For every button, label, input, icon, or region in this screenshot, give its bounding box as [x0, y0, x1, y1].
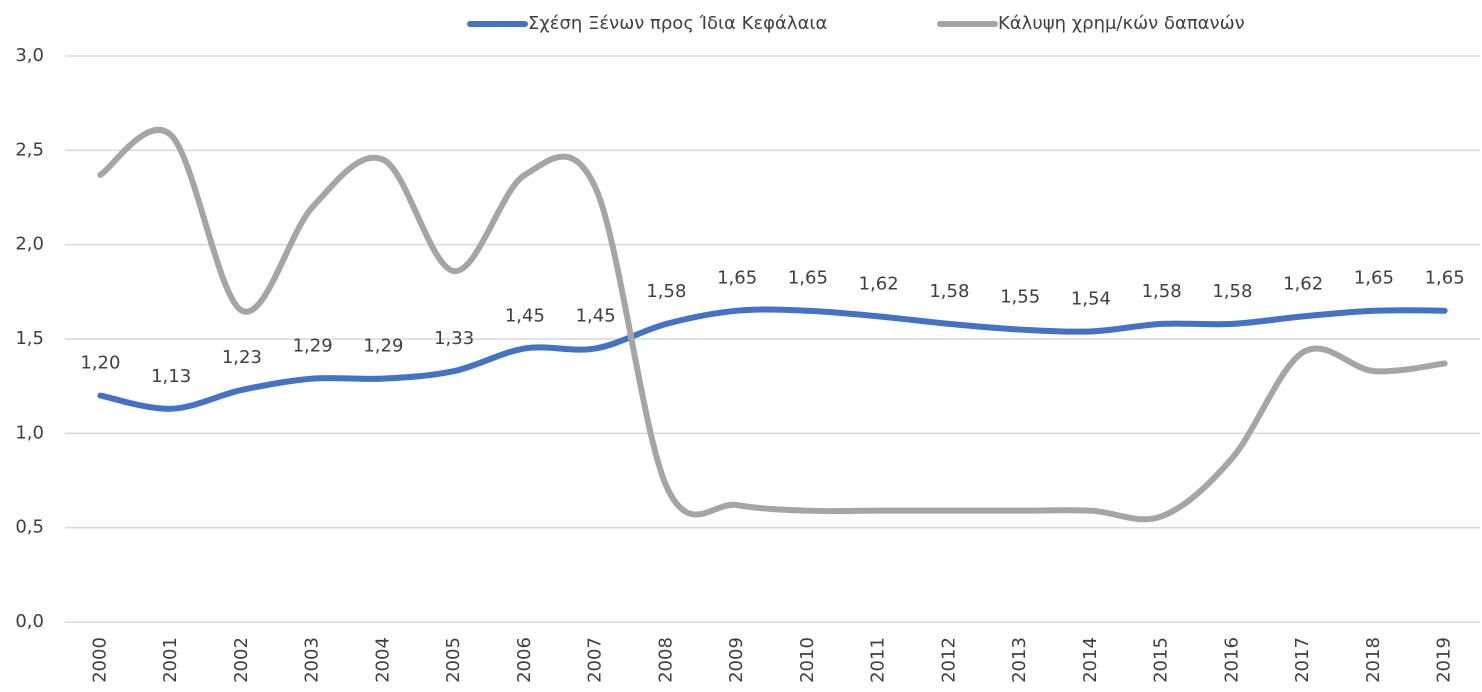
data-label: 1,45	[505, 305, 545, 326]
x-tick-label: 2003	[302, 637, 323, 683]
x-tick-label: 2017	[1292, 637, 1313, 683]
y-tick-label: 3,0	[15, 45, 44, 66]
data-label: 1,33	[434, 328, 474, 349]
y-tick-label: 1,0	[15, 422, 44, 443]
data-label: 1,45	[576, 305, 616, 326]
x-tick-label: 2014	[1080, 637, 1101, 683]
x-tick-label: 2018	[1363, 637, 1384, 683]
data-label: 1,58	[646, 281, 686, 302]
y-tick-label: 2,5	[15, 139, 44, 160]
data-label: 1,65	[788, 268, 828, 289]
x-tick-label: 2001	[160, 637, 181, 683]
data-label: 1,55	[1000, 287, 1040, 308]
x-tick-label: 2004	[372, 637, 393, 683]
x-tick-label: 2006	[514, 637, 535, 683]
data-label: 1,62	[1283, 273, 1323, 294]
data-label: 1,58	[929, 281, 969, 302]
data-label: 1,23	[222, 347, 262, 368]
legend-label: Κάλυψη χρημ/κών δαπανών	[998, 13, 1245, 34]
x-tick-label: 2008	[655, 637, 676, 683]
series-line	[97, 306, 1448, 412]
data-label: 1,20	[80, 353, 120, 374]
data-label: 1,29	[293, 336, 333, 357]
x-tick-label: 2009	[726, 637, 747, 683]
legend-label: Σχέση Ξένων προς Ίδια Κεφάλαια	[528, 13, 827, 34]
x-tick-label: 2019	[1434, 637, 1455, 683]
data-label: 1,62	[859, 273, 899, 294]
x-tick-label: 2012	[938, 637, 959, 683]
x-tick-label: 2010	[797, 637, 818, 683]
x-tick-label: 2013	[1009, 637, 1030, 683]
x-tick-label: 2005	[443, 637, 464, 683]
data-label: 1,65	[717, 268, 757, 289]
y-tick-label: 0,0	[15, 611, 44, 632]
data-label: 1,58	[1142, 281, 1182, 302]
data-label: 1,13	[151, 366, 191, 387]
data-label: 1,29	[363, 336, 403, 357]
data-label: 1,54	[1071, 288, 1111, 309]
x-tick-label: 2000	[89, 637, 110, 683]
data-label: 1,65	[1354, 268, 1394, 289]
x-tick-label: 2002	[231, 637, 252, 683]
y-tick-label: 1,5	[15, 328, 44, 349]
x-tick-label: 2015	[1151, 637, 1172, 683]
data-label: 1,58	[1212, 281, 1252, 302]
y-tick-label: 2,0	[15, 234, 44, 255]
x-tick-label: 2016	[1221, 637, 1242, 683]
data-label: 1,65	[1425, 268, 1465, 289]
y-tick-label: 0,5	[15, 517, 44, 538]
x-tick-label: 2011	[868, 637, 889, 683]
x-tick-label: 2007	[585, 637, 606, 683]
series-line	[97, 126, 1448, 523]
